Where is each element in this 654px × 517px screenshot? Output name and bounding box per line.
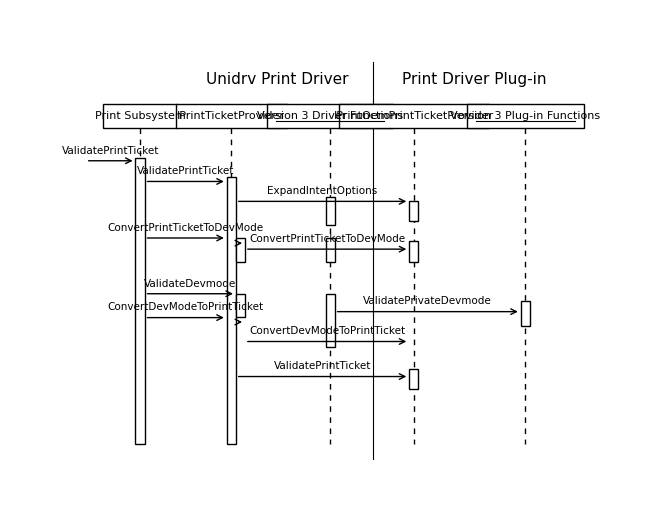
Bar xyxy=(339,104,489,128)
Text: ValidatePrintTicket: ValidatePrintTicket xyxy=(137,166,234,176)
Text: IPrintOemPrintTicketProvider: IPrintOemPrintTicketProvider xyxy=(334,111,494,121)
Bar xyxy=(409,241,419,262)
Bar xyxy=(326,197,335,225)
Text: Version 3 Driver Functions: Version 3 Driver Functions xyxy=(257,111,403,121)
Text: Print Subsystem: Print Subsystem xyxy=(95,111,186,121)
Text: ConvertPrintTicketToDevMode: ConvertPrintTicketToDevMode xyxy=(108,223,264,233)
Text: Unidrv Print Driver: Unidrv Print Driver xyxy=(205,72,348,87)
Text: Version 3 Plug-in Functions: Version 3 Plug-in Functions xyxy=(450,111,600,121)
Bar xyxy=(103,104,177,128)
Text: ConvertPrintTicketToDevMode: ConvertPrintTicketToDevMode xyxy=(249,234,405,244)
Bar xyxy=(467,104,583,128)
Bar xyxy=(236,238,245,262)
Bar xyxy=(409,369,419,389)
Text: ValidateDevmode: ValidateDevmode xyxy=(144,279,236,288)
Text: ConvertDevModeToPrintTicket: ConvertDevModeToPrintTicket xyxy=(249,326,405,337)
Bar xyxy=(267,104,394,128)
Bar xyxy=(409,201,419,221)
Text: IPrintTicketProvider: IPrintTicketProvider xyxy=(177,111,285,121)
Text: ConvertDevModeToPrintTicket: ConvertDevModeToPrintTicket xyxy=(108,302,264,312)
Bar xyxy=(175,104,287,128)
Text: ValidatePrivateDevmode: ValidatePrivateDevmode xyxy=(364,296,492,307)
Bar xyxy=(236,294,245,317)
Text: ValidatePrintTicket: ValidatePrintTicket xyxy=(62,146,160,156)
Bar xyxy=(521,301,530,326)
Text: Print Driver Plug-in: Print Driver Plug-in xyxy=(402,72,547,87)
Bar xyxy=(135,158,145,444)
Text: ValidatePrintTicket: ValidatePrintTicket xyxy=(274,361,371,371)
Bar xyxy=(326,294,335,347)
Bar xyxy=(326,238,335,262)
Text: ExpandIntentOptions: ExpandIntentOptions xyxy=(267,186,377,196)
Bar xyxy=(227,177,236,444)
